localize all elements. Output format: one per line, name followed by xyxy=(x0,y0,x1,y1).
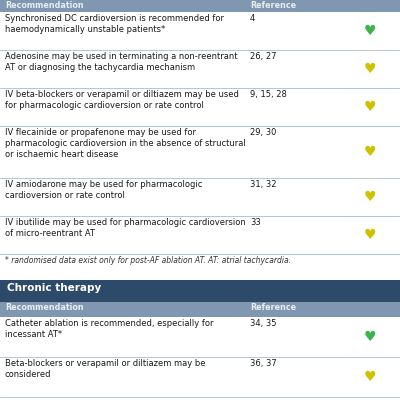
Bar xyxy=(0,280,400,302)
Bar xyxy=(0,357,400,397)
Bar xyxy=(0,397,400,400)
Text: Synchronised DC cardioversion is recommended for
haemodynamically unstable patie: Synchronised DC cardioversion is recomme… xyxy=(5,14,224,34)
Text: Reference: Reference xyxy=(250,1,296,10)
Text: Recommendation: Recommendation xyxy=(5,303,84,312)
Bar xyxy=(0,317,400,357)
Bar xyxy=(0,0,400,12)
Text: Chronic therapy: Chronic therapy xyxy=(7,283,102,293)
Text: 9, 15, 28: 9, 15, 28 xyxy=(250,90,287,99)
Text: 29, 30: 29, 30 xyxy=(250,128,276,137)
Text: ♥: ♥ xyxy=(364,228,376,242)
Text: 31, 32: 31, 32 xyxy=(250,180,276,189)
Text: 26, 27: 26, 27 xyxy=(250,52,276,61)
Text: ♥: ♥ xyxy=(364,370,376,384)
Bar xyxy=(0,254,400,274)
Text: ♥: ♥ xyxy=(364,330,376,344)
Text: Reference: Reference xyxy=(250,303,296,312)
Bar xyxy=(0,302,400,317)
Text: ♥: ♥ xyxy=(364,190,376,204)
Bar xyxy=(0,88,400,126)
Text: Recommendation: Recommendation xyxy=(5,1,84,10)
Text: IV beta-blockers or verapamil or diltiazem may be used
for pharmacologic cardiov: IV beta-blockers or verapamil or diltiaz… xyxy=(5,90,239,110)
Text: 34, 35: 34, 35 xyxy=(250,319,276,328)
Text: 33: 33 xyxy=(250,218,261,227)
Bar xyxy=(0,50,400,88)
Bar xyxy=(0,216,400,254)
Text: 36, 37: 36, 37 xyxy=(250,359,277,368)
Text: ♥: ♥ xyxy=(364,145,376,159)
Text: ♥: ♥ xyxy=(364,62,376,76)
Text: Adenosine may be used in terminating a non-reentrant
AT or diagnosing the tachyc: Adenosine may be used in terminating a n… xyxy=(5,52,237,72)
Text: IV flecainide or propafenone may be used for
pharmacologic cardioversion in the : IV flecainide or propafenone may be used… xyxy=(5,128,246,159)
Text: * randomised data exist only for post-AF ablation AT. AT: atrial tachycardia.: * randomised data exist only for post-AF… xyxy=(5,256,291,265)
Bar xyxy=(0,12,400,50)
Text: IV ibutilide may be used for pharmacologic cardioversion
of micro-reentrant AT: IV ibutilide may be used for pharmacolog… xyxy=(5,218,246,238)
Text: ♥: ♥ xyxy=(364,24,376,38)
Text: Beta-blockers or verapamil or diltiazem may be
considered: Beta-blockers or verapamil or diltiazem … xyxy=(5,359,205,379)
Text: IV amiodarone may be used for pharmacologic
cardioversion or rate control: IV amiodarone may be used for pharmacolo… xyxy=(5,180,202,200)
Bar xyxy=(0,126,400,178)
Text: ♥: ♥ xyxy=(364,100,376,114)
Text: Catheter ablation is recommended, especially for
incessant AT*: Catheter ablation is recommended, especi… xyxy=(5,319,213,339)
Text: 4: 4 xyxy=(250,14,255,24)
Bar xyxy=(0,178,400,216)
